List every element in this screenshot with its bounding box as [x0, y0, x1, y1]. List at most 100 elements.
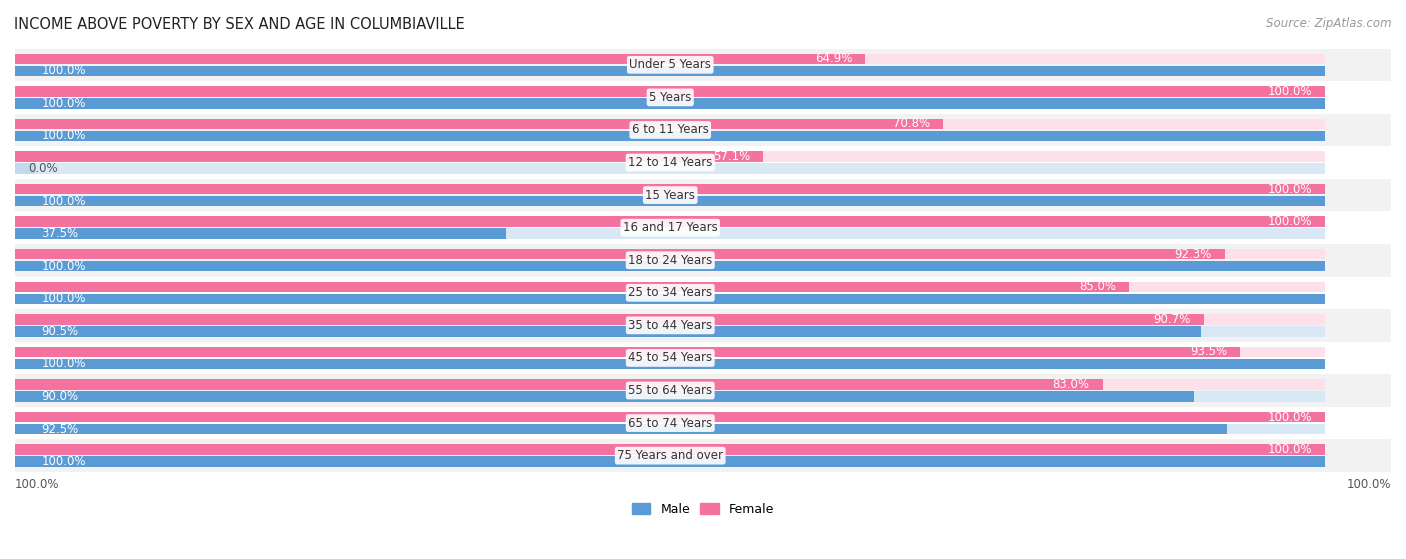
Bar: [15, 229, 1326, 239]
Bar: [15, 293, 1326, 304]
Text: 0.0%: 0.0%: [28, 162, 58, 175]
Bar: [15, 374, 1391, 407]
Bar: [15, 249, 1225, 259]
Bar: [15, 261, 1326, 272]
Bar: [15, 184, 1326, 195]
Bar: [15, 54, 866, 64]
Bar: [15, 444, 1326, 455]
Bar: [15, 98, 1326, 108]
Text: 75 Years and over: 75 Years and over: [617, 449, 723, 462]
Bar: [15, 163, 1326, 174]
Text: 100.0%: 100.0%: [15, 479, 59, 491]
Bar: [15, 424, 1326, 434]
Text: 100.0%: 100.0%: [41, 130, 86, 143]
Text: 18 to 24 Years: 18 to 24 Years: [628, 254, 713, 267]
Bar: [15, 211, 1391, 244]
Bar: [15, 359, 1326, 369]
Text: 5 Years: 5 Years: [650, 91, 692, 104]
Bar: [15, 379, 1326, 390]
Text: 100.0%: 100.0%: [41, 455, 86, 468]
Bar: [15, 457, 1326, 467]
Text: 55 to 64 Years: 55 to 64 Years: [628, 384, 713, 397]
Text: 100.0%: 100.0%: [41, 97, 86, 110]
Text: 90.7%: 90.7%: [1153, 313, 1191, 326]
Bar: [15, 314, 1204, 325]
Text: 25 to 34 Years: 25 to 34 Years: [628, 286, 713, 299]
Text: 100.0%: 100.0%: [41, 260, 86, 273]
Bar: [15, 314, 1326, 325]
Text: INCOME ABOVE POVERTY BY SEX AND AGE IN COLUMBIAVILLE: INCOME ABOVE POVERTY BY SEX AND AGE IN C…: [14, 17, 465, 32]
Text: 100.0%: 100.0%: [41, 292, 86, 305]
Text: 100.0%: 100.0%: [41, 195, 86, 207]
Bar: [15, 439, 1391, 472]
Legend: Male, Female: Male, Female: [627, 498, 779, 521]
Bar: [15, 54, 1326, 64]
Bar: [15, 229, 506, 239]
Text: 16 and 17 Years: 16 and 17 Years: [623, 221, 717, 234]
Bar: [15, 49, 1391, 81]
Bar: [15, 131, 1326, 141]
Text: 100.0%: 100.0%: [1268, 85, 1312, 98]
Bar: [15, 391, 1195, 402]
Bar: [15, 424, 1227, 434]
Bar: [15, 444, 1326, 455]
Text: 100.0%: 100.0%: [1268, 183, 1312, 196]
Bar: [15, 98, 1326, 108]
Bar: [15, 216, 1326, 227]
Bar: [15, 151, 1326, 162]
Text: 90.0%: 90.0%: [41, 390, 79, 403]
Bar: [15, 282, 1129, 292]
Bar: [15, 151, 763, 162]
Bar: [15, 244, 1391, 277]
Bar: [15, 184, 1326, 195]
Text: 100.0%: 100.0%: [41, 64, 86, 77]
Bar: [15, 391, 1326, 402]
Text: 35 to 44 Years: 35 to 44 Years: [628, 319, 713, 332]
Bar: [15, 359, 1326, 369]
Text: 92.3%: 92.3%: [1174, 248, 1212, 260]
Bar: [15, 347, 1240, 357]
Bar: [15, 179, 1391, 211]
Bar: [15, 119, 1326, 129]
Text: 100.0%: 100.0%: [1268, 215, 1312, 228]
Text: 100.0%: 100.0%: [41, 357, 86, 371]
Bar: [15, 131, 1326, 141]
Text: 6 to 11 Years: 6 to 11 Years: [631, 124, 709, 136]
Bar: [15, 326, 1201, 337]
Text: 90.5%: 90.5%: [41, 325, 79, 338]
Bar: [15, 261, 1326, 272]
Bar: [15, 216, 1326, 227]
Text: 93.5%: 93.5%: [1189, 345, 1227, 358]
Bar: [15, 347, 1326, 357]
Bar: [15, 163, 35, 174]
Bar: [15, 196, 1326, 206]
Bar: [15, 379, 1102, 390]
Text: 100.0%: 100.0%: [1347, 479, 1391, 491]
Text: 37.5%: 37.5%: [41, 227, 79, 240]
Text: 92.5%: 92.5%: [41, 423, 79, 435]
Bar: [15, 277, 1391, 309]
Bar: [15, 146, 1391, 179]
Text: 45 to 54 Years: 45 to 54 Years: [628, 352, 713, 364]
Bar: [15, 457, 1326, 467]
Bar: [15, 119, 943, 129]
Bar: [15, 293, 1326, 304]
Text: 57.1%: 57.1%: [713, 150, 751, 163]
Bar: [15, 342, 1391, 374]
Bar: [15, 407, 1391, 439]
Bar: [15, 65, 1326, 76]
Text: Under 5 Years: Under 5 Years: [630, 58, 711, 72]
Text: 65 to 74 Years: 65 to 74 Years: [628, 416, 713, 429]
Bar: [15, 412, 1326, 422]
Bar: [15, 113, 1391, 146]
Text: 15 Years: 15 Years: [645, 188, 695, 202]
Text: 100.0%: 100.0%: [1268, 410, 1312, 424]
Bar: [15, 65, 1326, 76]
Bar: [15, 249, 1326, 259]
Text: 64.9%: 64.9%: [815, 53, 852, 65]
Bar: [15, 81, 1391, 113]
Text: 100.0%: 100.0%: [1268, 443, 1312, 456]
Bar: [15, 412, 1326, 422]
Bar: [15, 326, 1326, 337]
Bar: [15, 309, 1391, 342]
